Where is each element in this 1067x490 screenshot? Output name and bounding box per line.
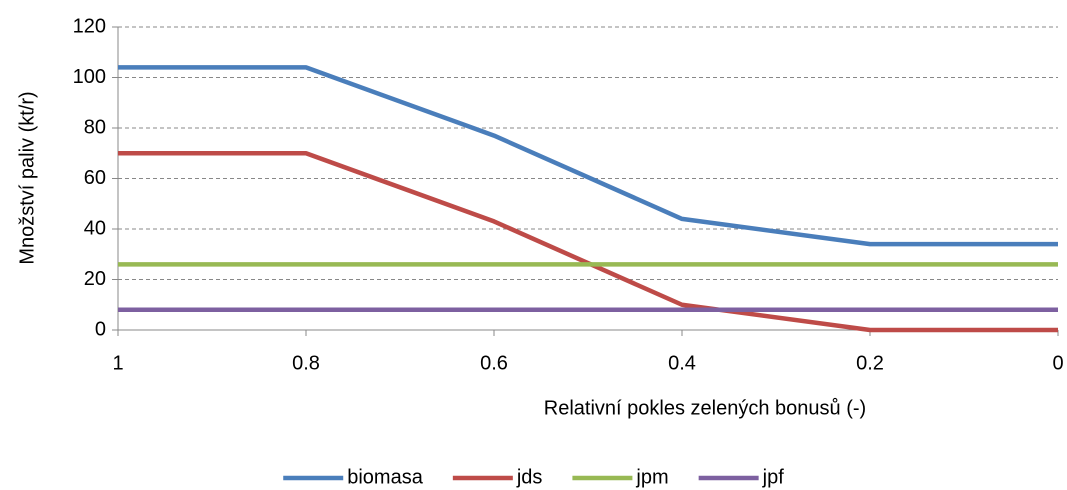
y-tick-label: 60 (84, 167, 106, 189)
legend-label: jpm (635, 466, 668, 488)
legend-label: jpf (762, 466, 785, 488)
y-tick-label: 120 (73, 15, 106, 37)
x-tick-label: 0 (1052, 352, 1063, 374)
line-series (118, 65, 1058, 247)
y-tick-label: 100 (73, 66, 106, 88)
x-tick-label: 0.8 (292, 352, 320, 374)
y-axis-title: Množství paliv (kt/r) (16, 91, 38, 264)
legend-label: jds (516, 466, 543, 488)
y-tick-label: 80 (84, 116, 106, 138)
x-tick-label: 1 (112, 352, 123, 374)
y-tick-label: 0 (95, 318, 106, 340)
legend-label: biomasa (347, 466, 423, 488)
x-axis-title: Relativní pokles zelených bonusů (-) (544, 397, 866, 419)
x-tick-label: 0.6 (480, 352, 508, 374)
line-series (118, 151, 1058, 333)
y-tick-label: 40 (84, 217, 106, 239)
x-tick-label: 0.4 (668, 352, 696, 374)
y-tick-label: 20 (84, 268, 106, 290)
x-tick-label: 0.2 (856, 352, 884, 374)
